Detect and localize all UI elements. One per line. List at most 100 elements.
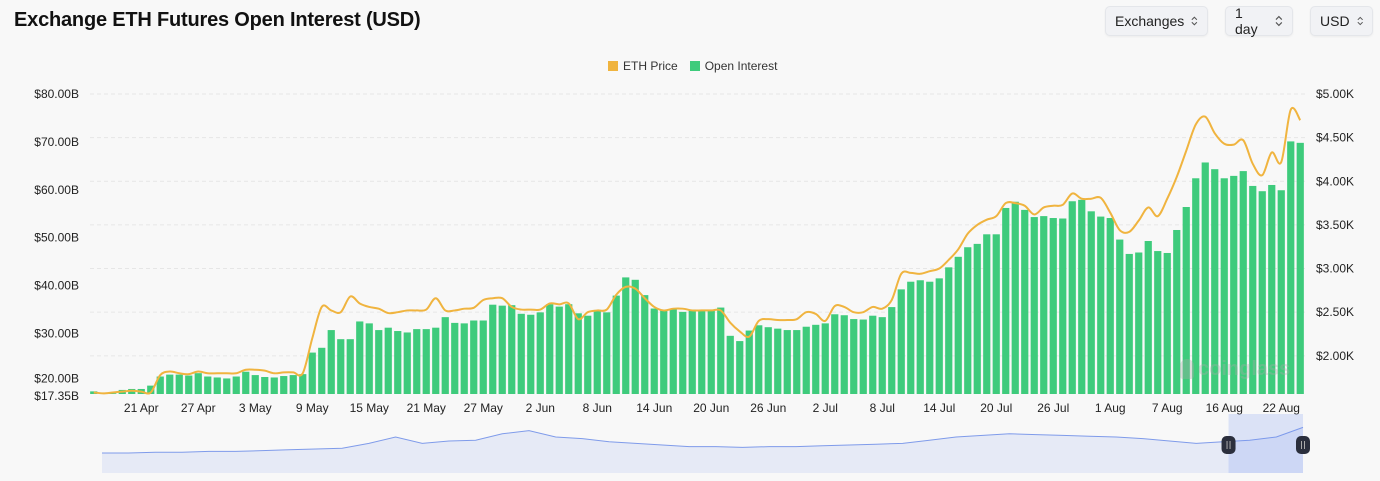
navigator-handle[interactable]	[1221, 436, 1236, 454]
x-axis-tick-label: 14 Jun	[636, 401, 672, 415]
oi-bar	[954, 256, 962, 394]
navigator	[102, 414, 1310, 473]
oi-bar	[1087, 211, 1095, 394]
navigator-handle[interactable]	[1296, 436, 1310, 454]
oi-bar	[688, 309, 696, 394]
legend-item-eth-price[interactable]: ETH Price	[608, 59, 678, 73]
right-axis-tick-label: $4.00K	[1316, 174, 1354, 188]
left-axis-tick-label: $80.00B	[34, 87, 79, 101]
oi-bar	[441, 317, 449, 394]
left-axis-tick-label: $30.00B	[34, 326, 79, 340]
x-axis-tick-label: 1 Aug	[1095, 401, 1126, 415]
oi-bar	[1239, 171, 1247, 394]
oi-bar	[270, 377, 278, 394]
oi-bar	[1173, 229, 1181, 394]
oi-bar	[280, 376, 288, 394]
oi-bar	[517, 313, 525, 394]
oi-bar	[1135, 252, 1143, 394]
x-axis-tick-label: 20 Jul	[980, 401, 1012, 415]
oi-bar	[850, 319, 858, 394]
oi-bar	[641, 295, 649, 394]
oi-bar	[812, 324, 820, 394]
oi-bar	[726, 335, 734, 394]
x-axis-tick-label: 7 Aug	[1152, 401, 1183, 415]
oi-bar	[717, 307, 725, 394]
oi-bar	[327, 330, 335, 394]
oi-bar	[394, 331, 402, 394]
navigator-line	[102, 426, 1304, 454]
oi-bar	[251, 375, 259, 394]
oi-bar	[783, 330, 791, 394]
oi-bar	[983, 234, 991, 394]
oi-bar	[584, 315, 592, 394]
x-axis-tick-label: 2 Jun	[526, 401, 555, 415]
coinglass-logo-icon	[1180, 359, 1194, 379]
oi-bar	[945, 267, 953, 394]
oi-bar	[1287, 141, 1295, 394]
x-axis-tick-label: 26 Jun	[750, 401, 786, 415]
oi-bar	[261, 377, 269, 394]
oi-bar	[432, 327, 440, 394]
currency-select[interactable]: USD	[1310, 6, 1373, 36]
oi-bar	[346, 339, 354, 394]
oi-bar	[1040, 216, 1048, 394]
oi-bar	[973, 243, 981, 394]
coinglass-watermark: coinglass	[1180, 358, 1290, 380]
left-axis-tick-label: $70.00B	[34, 135, 79, 149]
left-axis-tick-label: $50.00B	[34, 231, 79, 245]
oi-bar	[403, 332, 411, 394]
x-axis-tick-label: 8 Jun	[583, 401, 612, 415]
oi-bar	[764, 327, 772, 394]
oi-bar	[935, 278, 943, 394]
oi-bar	[1049, 218, 1057, 394]
oi-bar	[907, 281, 915, 394]
eth-price-line	[93, 107, 1302, 395]
oi-bar	[489, 304, 497, 394]
x-axis-tick-label: 14 Jul	[923, 401, 955, 415]
oi-bar	[1002, 207, 1010, 394]
x-axis-tick-label: 8 Jul	[870, 401, 895, 415]
oi-bar	[375, 330, 383, 394]
oi-bar	[1163, 252, 1171, 394]
x-axis-tick-label: 27 May	[464, 401, 503, 415]
oi-bar	[166, 374, 174, 394]
x-axis-tick-label: 3 May	[239, 401, 272, 415]
x-axis-tick-label: 15 May	[350, 401, 389, 415]
oi-bar	[612, 295, 620, 394]
oi-bar	[802, 326, 810, 394]
oi-bar	[527, 314, 535, 394]
oi-bar	[1277, 190, 1285, 394]
oi-bar	[755, 325, 763, 394]
right-axis-tick-label: $5.00K	[1316, 87, 1354, 101]
oi-bar	[451, 322, 459, 394]
oi-bar	[660, 310, 668, 394]
oi-bar	[1268, 184, 1276, 394]
oi-bar	[897, 289, 905, 394]
right-axis-tick-label: $3.00K	[1316, 262, 1354, 276]
x-axis-tick-label: 27 Apr	[181, 401, 216, 415]
oi-bar	[109, 393, 117, 394]
oi-bar	[603, 312, 611, 394]
oi-bar	[204, 376, 212, 394]
legend-item-open-interest[interactable]: Open Interest	[689, 59, 777, 73]
oi-bar	[1116, 239, 1124, 394]
oi-bar	[470, 320, 478, 394]
left-axis-tick-label: $40.00B	[34, 279, 79, 293]
oi-bar	[1125, 253, 1133, 394]
oi-bar	[536, 312, 544, 394]
right-axis-tick-label: $4.50K	[1316, 131, 1354, 145]
interval-select[interactable]: 1 day	[1225, 5, 1293, 37]
oi-bar	[1030, 217, 1038, 394]
currency-select-label: USD	[1320, 13, 1350, 29]
oi-bar	[1106, 218, 1114, 394]
right-axis-tick-label: $2.50K	[1316, 305, 1354, 319]
oi-bar	[460, 323, 468, 394]
legend-swatch	[608, 61, 618, 71]
oi-bar	[1059, 218, 1067, 394]
oi-bar	[1097, 216, 1105, 394]
exchanges-select[interactable]: Exchanges	[1105, 6, 1208, 36]
oi-bar	[745, 330, 753, 394]
oi-bar	[546, 304, 554, 394]
oi-bar	[1068, 201, 1076, 394]
